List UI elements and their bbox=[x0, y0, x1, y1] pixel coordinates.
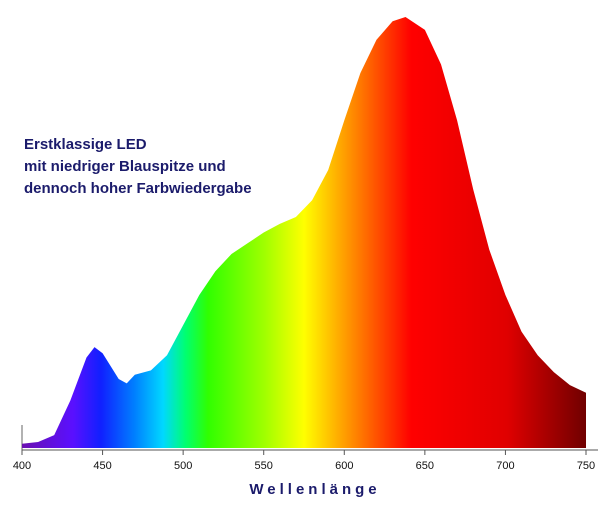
x-tick-label: 650 bbox=[416, 460, 434, 472]
annotation: mit niedriger Blauspitze und bbox=[24, 158, 226, 175]
x-axis-label: Wellenlänge bbox=[249, 481, 380, 498]
annotation: Erstklassige LED bbox=[24, 136, 147, 153]
x-tick-label: 550 bbox=[255, 460, 273, 472]
annotation: dennoch hoher Farbwiedergabe bbox=[24, 180, 252, 197]
x-tick-label: 450 bbox=[93, 460, 111, 472]
x-tick-label: 700 bbox=[496, 460, 514, 472]
spectrum-area bbox=[22, 17, 586, 448]
x-tick-label: 400 bbox=[13, 460, 31, 472]
x-tick-label: 750 bbox=[577, 460, 595, 472]
x-tick-label: 600 bbox=[335, 460, 353, 472]
x-tick-label: 500 bbox=[174, 460, 192, 472]
